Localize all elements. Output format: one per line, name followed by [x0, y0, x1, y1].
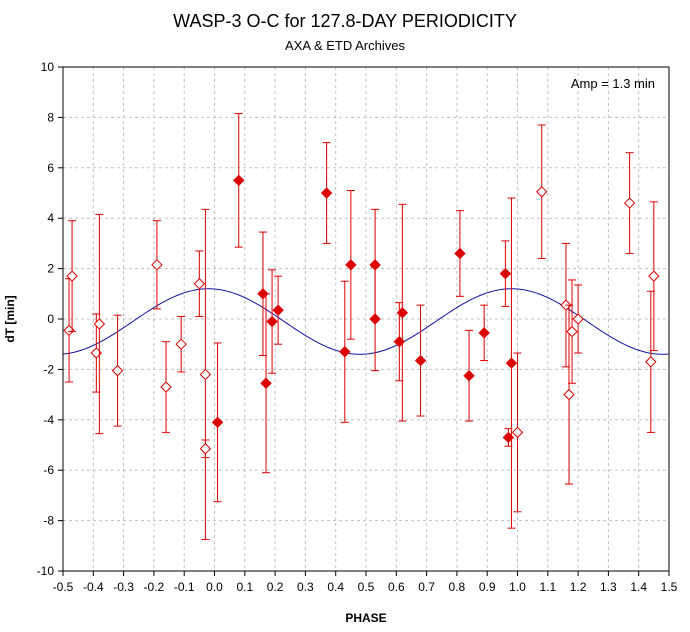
data-point-filled — [499, 267, 512, 280]
data-point-open — [160, 381, 172, 393]
data-point-filled — [505, 357, 518, 369]
x-tick-label: 0.4 — [327, 580, 344, 594]
y-tick-label: -2 — [43, 362, 54, 376]
x-tick-label: -0.2 — [144, 580, 165, 594]
x-tick-label: 1.4 — [630, 580, 647, 594]
x-tick-label: 1.1 — [539, 580, 556, 594]
data-point-open — [93, 318, 106, 330]
data-point-filled — [454, 247, 466, 260]
y-tick-label: -4 — [43, 413, 54, 427]
y-tick-label: 8 — [47, 110, 54, 124]
x-tick-label: 0.8 — [449, 580, 466, 594]
data-point-filled — [339, 346, 351, 358]
x-tick-label: 0.7 — [418, 580, 435, 594]
x-tick-label: 0.2 — [267, 580, 284, 594]
data-point-open — [175, 338, 187, 350]
x-tick-label: -0.1 — [174, 580, 195, 594]
data-point-open — [511, 426, 524, 439]
data-point-open — [199, 443, 212, 455]
grid — [63, 67, 669, 571]
data-point-filled — [414, 354, 427, 367]
model-sine-curve — [62, 288, 670, 355]
x-tick-label: 1.0 — [509, 580, 526, 594]
data-point-open — [572, 313, 584, 325]
chart-subtitle: AXA & ETD Archives — [285, 38, 405, 53]
data-point-open — [536, 186, 548, 198]
chart-title: WASP-3 O-C for 127.8-DAY PERIODICITY — [173, 11, 517, 31]
x-tick-label: 1.3 — [600, 580, 617, 594]
data-point-filled — [260, 377, 272, 389]
y-tick-label: 2 — [47, 262, 54, 276]
x-tick-label: -0.4 — [83, 580, 104, 594]
data-point-open — [648, 270, 660, 282]
data-point-open — [193, 278, 206, 290]
data-point-open — [623, 197, 636, 209]
y-tick-label: 6 — [47, 161, 54, 175]
data-point-open — [151, 259, 163, 271]
data-points — [63, 113, 660, 540]
data-point-open — [566, 325, 578, 338]
x-axis-label: PHASE — [345, 611, 386, 625]
data-point-filled — [478, 327, 490, 339]
x-tick-label: 0.3 — [297, 580, 314, 594]
y-tick-label: 4 — [47, 211, 54, 225]
data-point-filled — [272, 304, 284, 316]
x-tick-label: -0.5 — [53, 580, 74, 594]
data-point-filled — [320, 187, 333, 199]
data-point-filled — [463, 369, 475, 382]
y-tick-label: -10 — [37, 564, 55, 578]
x-tick-label: 0.5 — [358, 580, 375, 594]
x-tick-label: 0.0 — [206, 580, 223, 594]
data-point-filled — [233, 174, 245, 187]
data-point-filled — [211, 416, 224, 429]
x-tick-label: 0.9 — [479, 580, 496, 594]
y-tick-label: -8 — [43, 514, 54, 528]
data-point-filled — [369, 313, 381, 325]
data-point-filled — [345, 259, 357, 271]
data-point-open — [645, 356, 657, 368]
amplitude-annotation: Amp = 1.3 min — [571, 76, 655, 91]
axis-ticks: -0.5 -0.4 -0.3 -0.2 -0.1 0.0 0.1 0.2 0.3 0.4 0.5 0.… — [37, 60, 678, 594]
data-point-open — [66, 270, 78, 282]
x-tick-label: 0.6 — [388, 580, 405, 594]
y-tick-label: 10 — [41, 60, 55, 74]
x-tick-label: 0.1 — [236, 580, 253, 594]
x-tick-label: 1.5 — [661, 580, 678, 594]
data-point-filled — [266, 315, 278, 328]
data-point-open — [111, 364, 124, 377]
x-tick-label: 1.2 — [570, 580, 587, 594]
y-tick-label: 0 — [47, 312, 54, 326]
data-point-filled — [396, 306, 409, 319]
model-curve-layer — [62, 288, 670, 355]
data-point-open — [563, 388, 575, 401]
data-point-filled — [502, 431, 515, 444]
data-point-open — [199, 368, 212, 381]
y-axis-label: dT [min] — [3, 295, 17, 342]
x-tick-label: -0.3 — [113, 580, 134, 594]
y-tick-label: -6 — [43, 463, 54, 477]
